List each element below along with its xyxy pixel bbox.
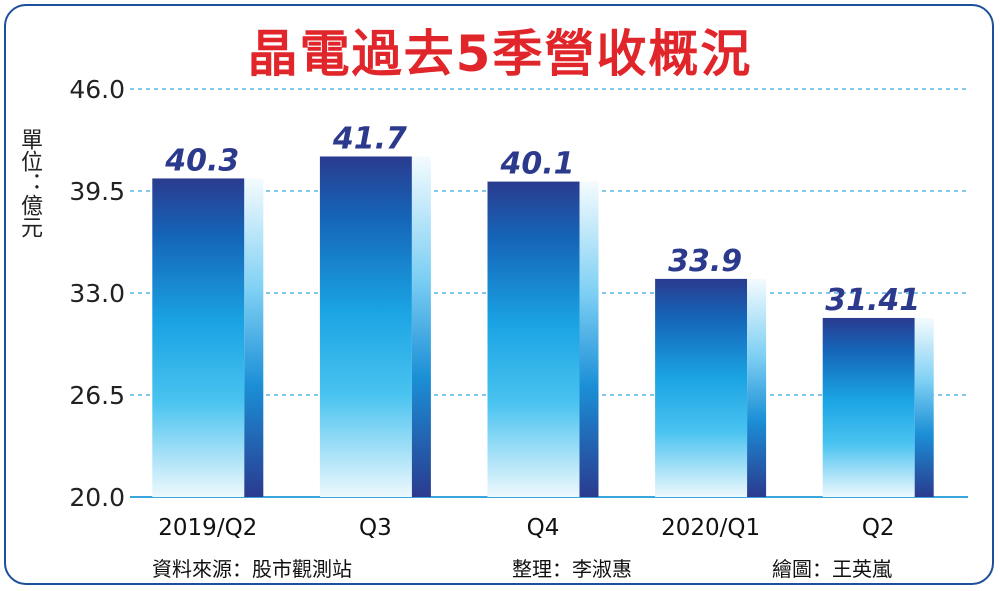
bar-side (579, 181, 599, 498)
bar-value-label: 31.41 (825, 283, 920, 318)
footer-source: 資料來源：股市觀測站 (152, 557, 352, 581)
x-tick-label: 2020/Q1 (661, 515, 760, 541)
bar (655, 278, 748, 497)
x-tick-label: 2019/Q2 (158, 515, 257, 541)
bar-side (244, 178, 264, 497)
bar-value-label: 40.3 (164, 143, 239, 178)
bar-value-label: 40.1 (499, 147, 574, 182)
footer-editor: 整理：李淑惠 (512, 557, 632, 581)
y-tick-label: 33.0 (69, 279, 125, 308)
bar (319, 156, 412, 497)
bar-value-label: 33.9 (668, 244, 742, 279)
y-tick-label: 26.5 (69, 381, 125, 410)
y-tick-label: 46.0 (69, 75, 125, 104)
bar-side (747, 278, 767, 497)
bar-side (411, 156, 431, 497)
bar (487, 181, 580, 498)
chart-title: 晶電過去5季營收概況 (247, 25, 753, 83)
x-tick-label: Q3 (359, 515, 392, 541)
footer-artist: 繪圖：王英嵐 (772, 557, 892, 581)
y-axis-unit-label: 單位：億元 (17, 128, 42, 238)
bar (822, 317, 915, 497)
bar (152, 178, 245, 497)
y-tick-label: 20.0 (69, 483, 125, 512)
bar-value-label: 41.7 (332, 121, 407, 156)
x-tick-label: Q4 (527, 515, 560, 541)
bar-side (914, 317, 934, 497)
y-tick-label: 39.5 (69, 177, 125, 206)
x-tick-label: Q2 (862, 515, 895, 541)
